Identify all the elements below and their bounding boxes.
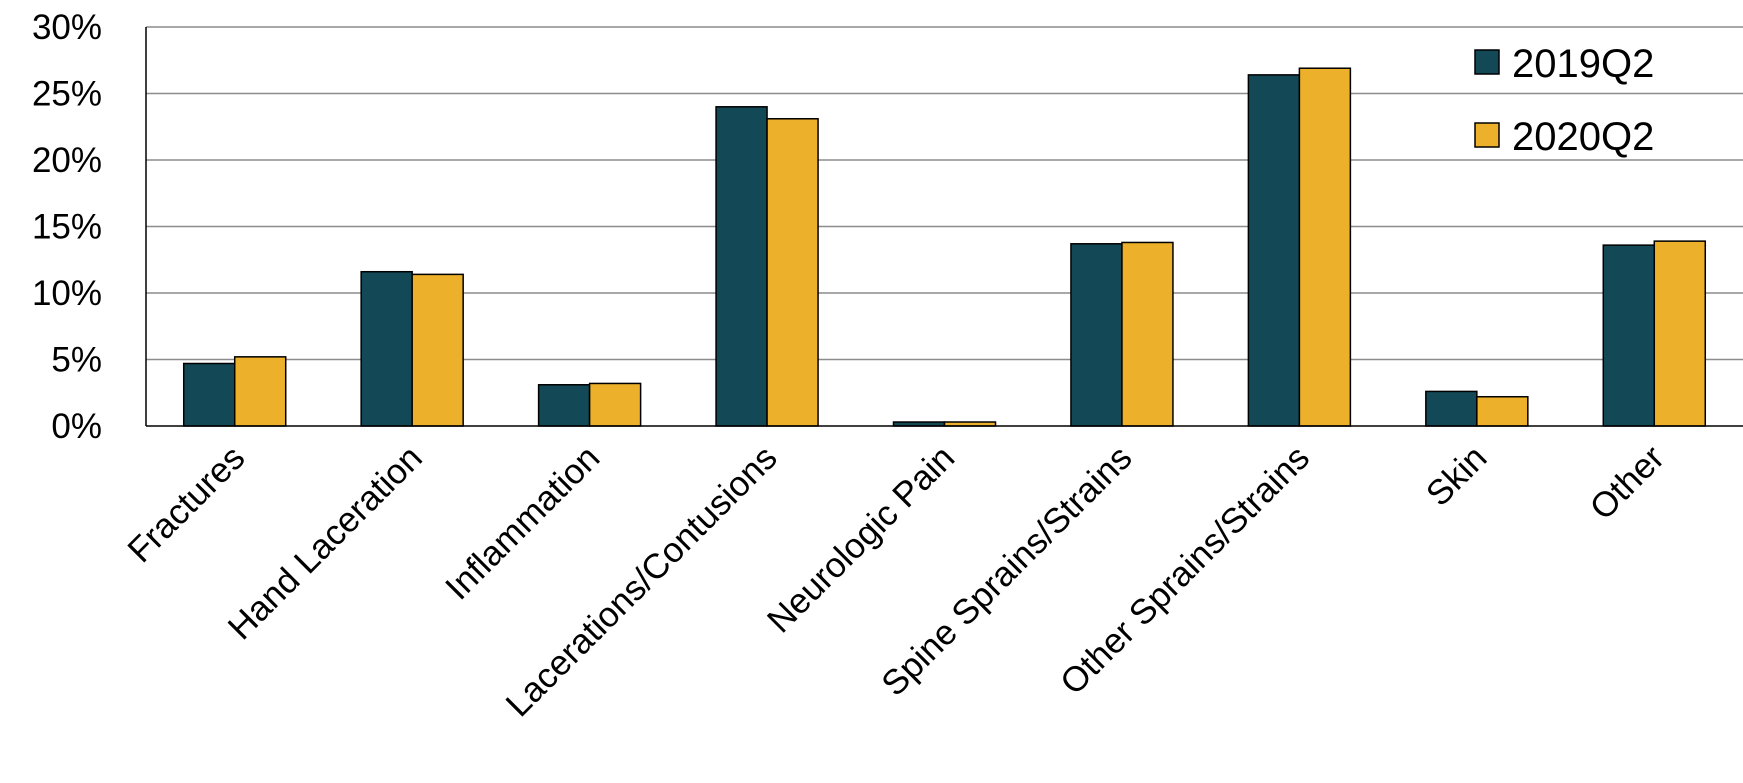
bar-2020q2-7 bbox=[1476, 395, 1529, 427]
bar-2019q2-2 bbox=[537, 384, 591, 427]
bar-2019q2-7 bbox=[1425, 390, 1478, 427]
y-tick-label: 10% bbox=[32, 274, 102, 313]
bar-2019q2-8 bbox=[1602, 244, 1656, 427]
y-tick-label: 25% bbox=[32, 75, 102, 114]
x-tick-label: Neurologic Pain bbox=[760, 438, 962, 640]
y-tick-label: 30% bbox=[32, 8, 102, 47]
x-tick-label: Fractures bbox=[120, 438, 252, 570]
bar-2020q2-6 bbox=[1298, 67, 1352, 427]
x-tick-label: Skin bbox=[1419, 438, 1495, 514]
x-tick-label: Hand Laceration bbox=[221, 438, 430, 647]
bar-2020q2-0 bbox=[233, 356, 287, 427]
bar-2020q2-1 bbox=[411, 273, 464, 427]
legend: 2019Q2 2020Q2 bbox=[1474, 42, 1654, 159]
bar-2019q2-1 bbox=[360, 270, 413, 427]
bar-2019q2-0 bbox=[182, 362, 236, 427]
legend-label-2020q2: 2020Q2 bbox=[1512, 115, 1654, 159]
bars bbox=[182, 67, 1707, 427]
bar-2019q2-6 bbox=[1247, 74, 1301, 427]
x-tick-label: Inflammation bbox=[438, 438, 607, 607]
legend-label-2019q2: 2019Q2 bbox=[1512, 42, 1654, 86]
axes bbox=[145, 27, 1743, 427]
legend-swatch-2020q2 bbox=[1474, 122, 1500, 148]
bar-2020q2-8 bbox=[1653, 240, 1707, 427]
y-tick-label: 15% bbox=[32, 208, 102, 247]
bar-2019q2-3 bbox=[715, 106, 768, 427]
bar-2020q2-2 bbox=[588, 382, 642, 427]
x-tick-label: Other bbox=[1582, 438, 1672, 528]
bar-2020q2-5 bbox=[1121, 241, 1174, 427]
legend-swatch-2019q2 bbox=[1474, 49, 1500, 75]
y-tick-label: 0% bbox=[51, 407, 102, 446]
y-tick-labels: 0% 5% 10% 15% 20% 25% 30% bbox=[32, 8, 102, 446]
y-tick-label: 20% bbox=[32, 141, 102, 180]
y-tick-label: 5% bbox=[51, 341, 102, 380]
bar-2020q2-3 bbox=[766, 118, 819, 427]
bar-2019q2-5 bbox=[1070, 243, 1123, 427]
